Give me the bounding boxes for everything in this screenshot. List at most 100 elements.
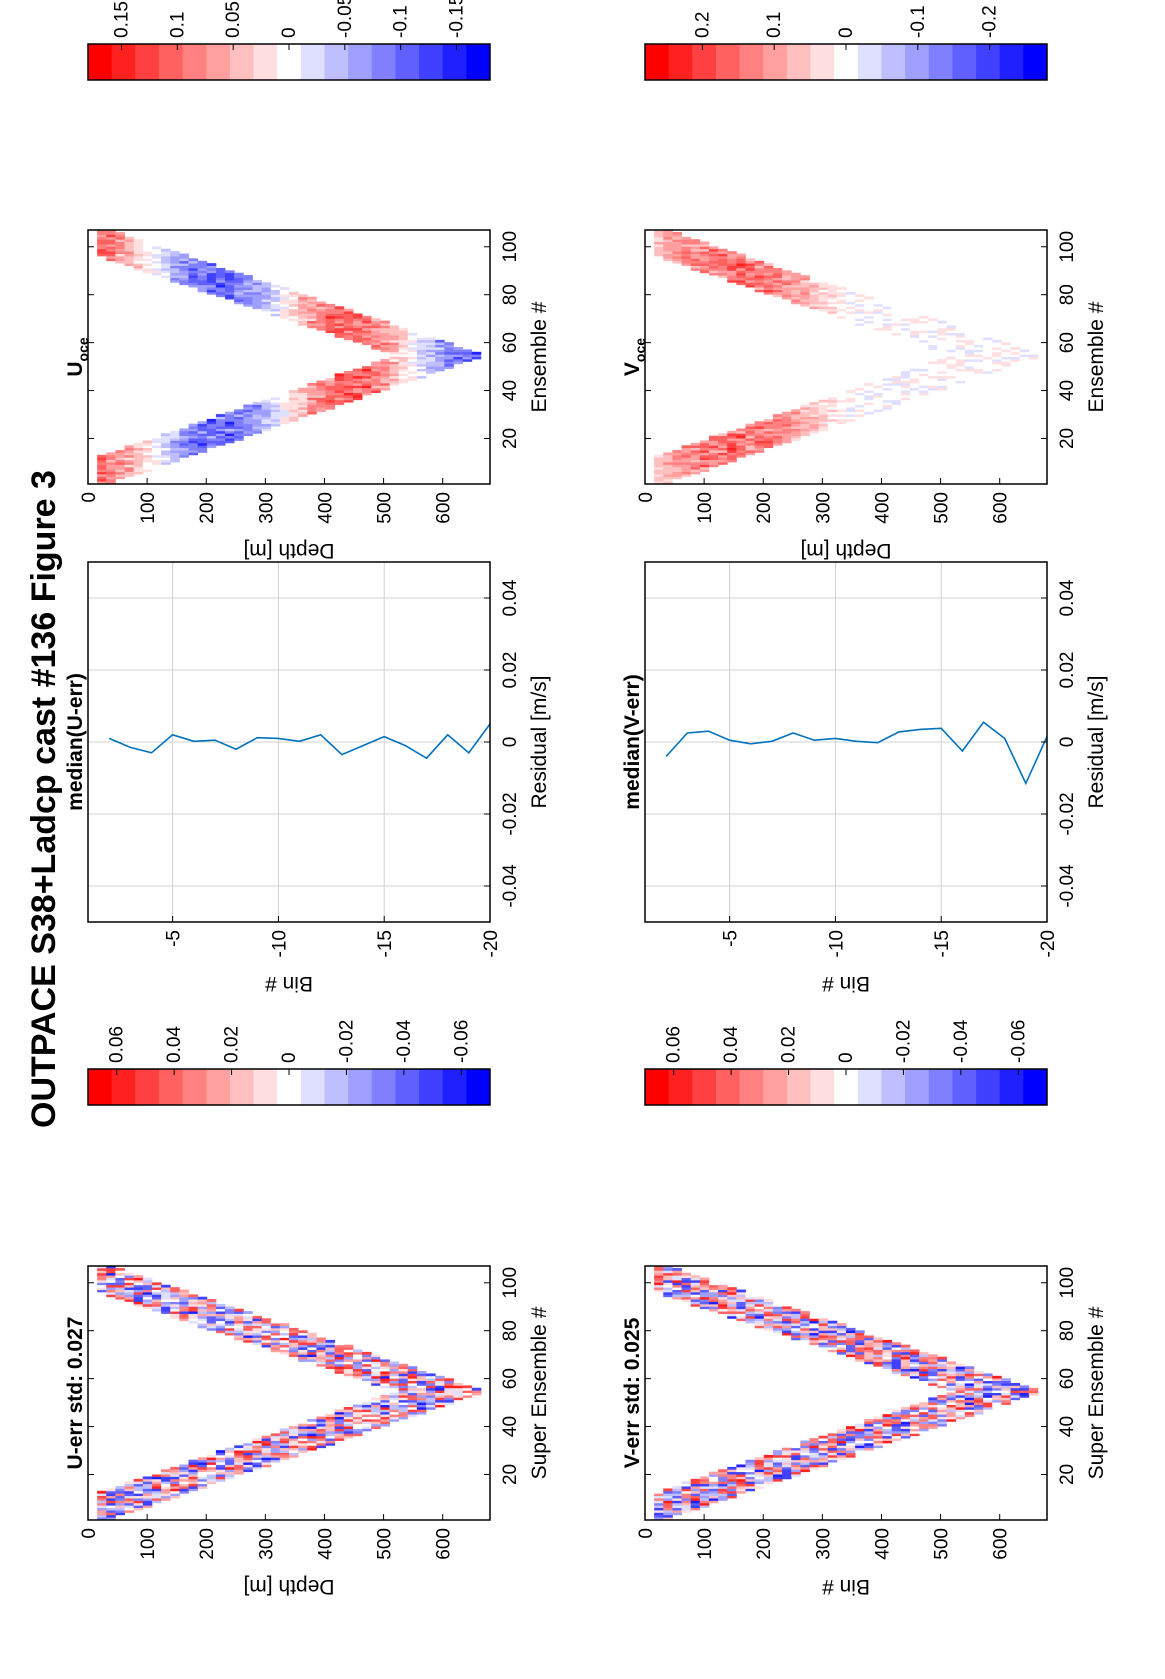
- heatmap-cell: [197, 1318, 208, 1322]
- heatmap-cell: [124, 243, 135, 247]
- heatmap-cell: [435, 354, 445, 357]
- heatmap-cell: [243, 1327, 253, 1331]
- heatmap-cell: [407, 1387, 418, 1391]
- heatmap-cell: [97, 248, 107, 252]
- heatmap-cell: [261, 1438, 272, 1441]
- heatmap-cell: [791, 1445, 801, 1449]
- heatmap-cell: [983, 354, 993, 357]
- heatmap-cell: [782, 284, 792, 288]
- heatmap-cell: [252, 1325, 262, 1329]
- heatmap-cell: [252, 430, 262, 434]
- heatmap-cell: [727, 1287, 737, 1290]
- heatmap-cell: [261, 1323, 272, 1326]
- heatmap-cell: [909, 1428, 920, 1432]
- heatmap-cell: [964, 1368, 975, 1372]
- heatmap-cell: [197, 260, 208, 264]
- heatmap-cell: [106, 1272, 116, 1276]
- heatmap-cell: [855, 404, 865, 408]
- heatmap-cell: [855, 1423, 865, 1427]
- heatmap-cell: [243, 1325, 253, 1329]
- heatmap-cell: [955, 347, 966, 350]
- heatmap-cell: [142, 447, 153, 451]
- heatmap-cell: [909, 397, 920, 401]
- colorbar-swatch: [135, 44, 160, 80]
- heatmap-cell: [371, 373, 381, 377]
- heatmap-cell: [416, 1392, 427, 1396]
- heatmap-cell: [151, 1476, 162, 1480]
- heatmap-cell: [334, 332, 345, 336]
- heatmap-cell: [772, 270, 783, 274]
- heatmap-cell: [809, 1447, 819, 1451]
- heatmap-cell: [161, 1301, 171, 1305]
- heatmap-cell: [891, 1421, 902, 1425]
- heatmap-cell: [681, 1289, 692, 1293]
- heatmap-cell: [992, 1383, 1002, 1386]
- heatmap-cell: [179, 1471, 189, 1475]
- heatmap-cell: [946, 375, 957, 379]
- heatmap-cell: [289, 1433, 299, 1437]
- heatmap-cell: [243, 1320, 253, 1324]
- heatmap-cell: [727, 251, 737, 254]
- heatmap-cell: [672, 253, 682, 257]
- heatmap-cell: [161, 251, 171, 254]
- heatmap-cell: [206, 1466, 217, 1470]
- heatmap-cell: [352, 380, 363, 384]
- heatmap-cell: [909, 1351, 920, 1355]
- heatmap-cell: [928, 1359, 938, 1362]
- heatmap-cell: [151, 1287, 162, 1290]
- heatmap-cell: [800, 1466, 810, 1470]
- heatmap-cell: [1001, 344, 1011, 348]
- heatmap-cell: [389, 1414, 400, 1417]
- heatmap-cell: [188, 428, 199, 432]
- heatmap-cell: [215, 421, 226, 425]
- heatmap-cell: [800, 1337, 810, 1341]
- heatmap-cell: [782, 440, 792, 444]
- heatmap-cell: [772, 1457, 783, 1461]
- heatmap-cell: [115, 239, 125, 242]
- heatmap-cell: [234, 279, 244, 283]
- heatmap-cell: [151, 1306, 162, 1310]
- heatmap-cell: [197, 270, 208, 274]
- heatmap-cell: [909, 370, 920, 374]
- heatmap-cell: [243, 287, 253, 290]
- heatmap-cell: [763, 1299, 774, 1302]
- median-u-yticks: -5 -10 -15 -20: [164, 916, 502, 957]
- heatmap-cell: [124, 1272, 135, 1276]
- heatmap-cell: [672, 239, 682, 242]
- heatmap-cell: [864, 390, 874, 393]
- heatmap-cell: [151, 265, 162, 269]
- heatmap-cell: [362, 380, 372, 384]
- heatmap-cell: [818, 1435, 829, 1439]
- heatmap-cell: [818, 421, 829, 425]
- heatmap-cell: [334, 1368, 345, 1372]
- heatmap-cell: [946, 363, 957, 367]
- heatmap-cell: [919, 1402, 929, 1405]
- heatmap-cell: [343, 323, 354, 326]
- heatmap-cell: [809, 1342, 819, 1346]
- heatmap-cell: [161, 1306, 171, 1310]
- heatmap-cell: [855, 411, 865, 415]
- heatmap-cell: [672, 1296, 682, 1300]
- heatmap-cell: [754, 1301, 765, 1305]
- heatmap-cell: [225, 1450, 235, 1453]
- heatmap-cell: [800, 294, 810, 298]
- heatmap-cell: [809, 287, 819, 290]
- heatmap-cell: [654, 478, 664, 482]
- heatmap-cell: [352, 320, 363, 324]
- heatmap-cell: [243, 1335, 253, 1338]
- heatmap-cell: [170, 440, 180, 444]
- heatmap-cell: [197, 1457, 208, 1461]
- heatmap-cell: [690, 1284, 701, 1288]
- heatmap-cell: [142, 1502, 153, 1506]
- heatmap-cell: [398, 1387, 409, 1391]
- heatmap-cell: [690, 447, 701, 451]
- heatmap-cell: [225, 279, 235, 283]
- heatmap-cell: [197, 1471, 208, 1475]
- heatmap-cell: [133, 1294, 144, 1298]
- heatmap-cell: [955, 349, 966, 353]
- heatmap-cell: [398, 1404, 409, 1408]
- heatmap-cell: [170, 1476, 180, 1480]
- heatmap-cell: [809, 279, 819, 283]
- heatmap-cell: [983, 1387, 993, 1391]
- ytick-label: 600: [434, 492, 455, 524]
